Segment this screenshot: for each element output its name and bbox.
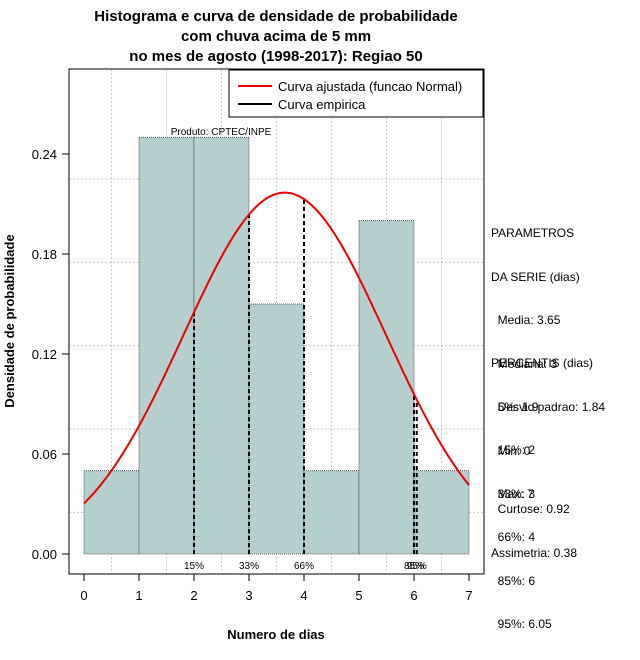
x-tick-label: 6: [410, 588, 417, 603]
y-tick-label: 0.06: [32, 447, 57, 462]
histogram-bar: [358, 220, 415, 555]
x-tick-label: 0: [80, 588, 87, 603]
param-median: Mediana: 3: [491, 356, 558, 371]
percentile-95: 95%: 6.05: [491, 617, 552, 631]
axes: 0 1 2 3 4 5 6 7 0.00 0.06 0.12 0.18 0.24: [32, 147, 473, 603]
percentile-33: 33%: 3: [491, 486, 536, 501]
legend-box: [228, 69, 484, 118]
percentile-85: 85%: 6: [491, 573, 536, 588]
histogram-bar: [303, 470, 360, 555]
parametros-subheading: DA SERIE (dias): [491, 269, 580, 284]
param-min: Min: 0: [491, 443, 531, 458]
kurtosis-value: Curtose: 0.92: [491, 502, 570, 516]
y-tick-label: 0.12: [32, 347, 57, 362]
y-axis-label: Densidade de probabilidade: [2, 234, 17, 407]
parametros-heading: PARAMETROS: [491, 226, 575, 240]
percentiles-panel: PERCENTIS (dias) 5%: 1.9 15%: 2 33%: 3 6…: [491, 327, 593, 646]
percentile-15: 15%: 2: [491, 443, 536, 457]
skewness-value: Assimetria: 0.38: [491, 545, 578, 560]
x-axis-label: Numero de dias: [227, 627, 325, 642]
x-tick-label: 7: [465, 588, 472, 603]
y-tick-label: 0.00: [32, 547, 57, 562]
percentile-label: 33%: [239, 561, 259, 572]
chart-title-line-2: com chuva acima de 5 mm: [181, 28, 371, 45]
chart-title-line-3: no mes de agosto (1998-2017): Regiao 50: [129, 48, 422, 65]
param-max: Max: 7: [491, 487, 534, 501]
histogram-bar: [83, 470, 140, 555]
histogram-bar: [138, 136, 195, 555]
histogram-bars: [83, 136, 470, 555]
percentile-label: 85%: [404, 561, 424, 572]
legend-label-fitted: Curva ajustada (funcao Normal): [278, 79, 462, 94]
chart-title-line-1: Histograma e curva de densidade de proba…: [94, 8, 457, 25]
x-tick-label: 2: [190, 588, 197, 603]
x-tick-label: 1: [135, 588, 142, 603]
percentile-66: 66%: 4: [491, 530, 536, 544]
product-annotation: Produto: CPTEC/INPE: [171, 127, 272, 138]
y-tick-label: 0.18: [32, 247, 57, 262]
percentile-label: 95%: [407, 561, 427, 572]
legend: Curva ajustada (funcao Normal) Curva emp…: [228, 69, 484, 118]
percentile-markers: 15% 33% 66% 85%95%: [184, 199, 427, 572]
x-tick-label: 3: [245, 588, 252, 603]
shape-stats: Curtose: 0.92 Assimetria: 0.38: [491, 473, 577, 575]
percentile-label: 66%: [294, 561, 314, 572]
series-parameters: PARAMETROS DA SERIE (dias) Media: 3.65 M…: [491, 197, 605, 516]
x-tick-label: 4: [300, 588, 307, 603]
x-tick-label: 5: [355, 588, 362, 603]
legend-label-empirical: Curva empirica: [278, 97, 366, 112]
fitted-curve-layer: [83, 191, 470, 505]
percentis-heading: PERCENTIS (dias): [491, 356, 594, 370]
percentile-5: 5%: 1.9: [491, 399, 539, 414]
histogram-bar: [193, 136, 250, 555]
histogram-bar: [413, 470, 470, 555]
y-tick-label: 0.24: [32, 147, 57, 162]
fitted-normal-curve: [83, 191, 470, 505]
percentile-label: 15%: [184, 561, 204, 572]
histogram-bar: [248, 303, 305, 555]
param-std: Desvio padrao: 1.84: [491, 400, 606, 414]
param-mean: Media: 3.65: [491, 313, 561, 327]
